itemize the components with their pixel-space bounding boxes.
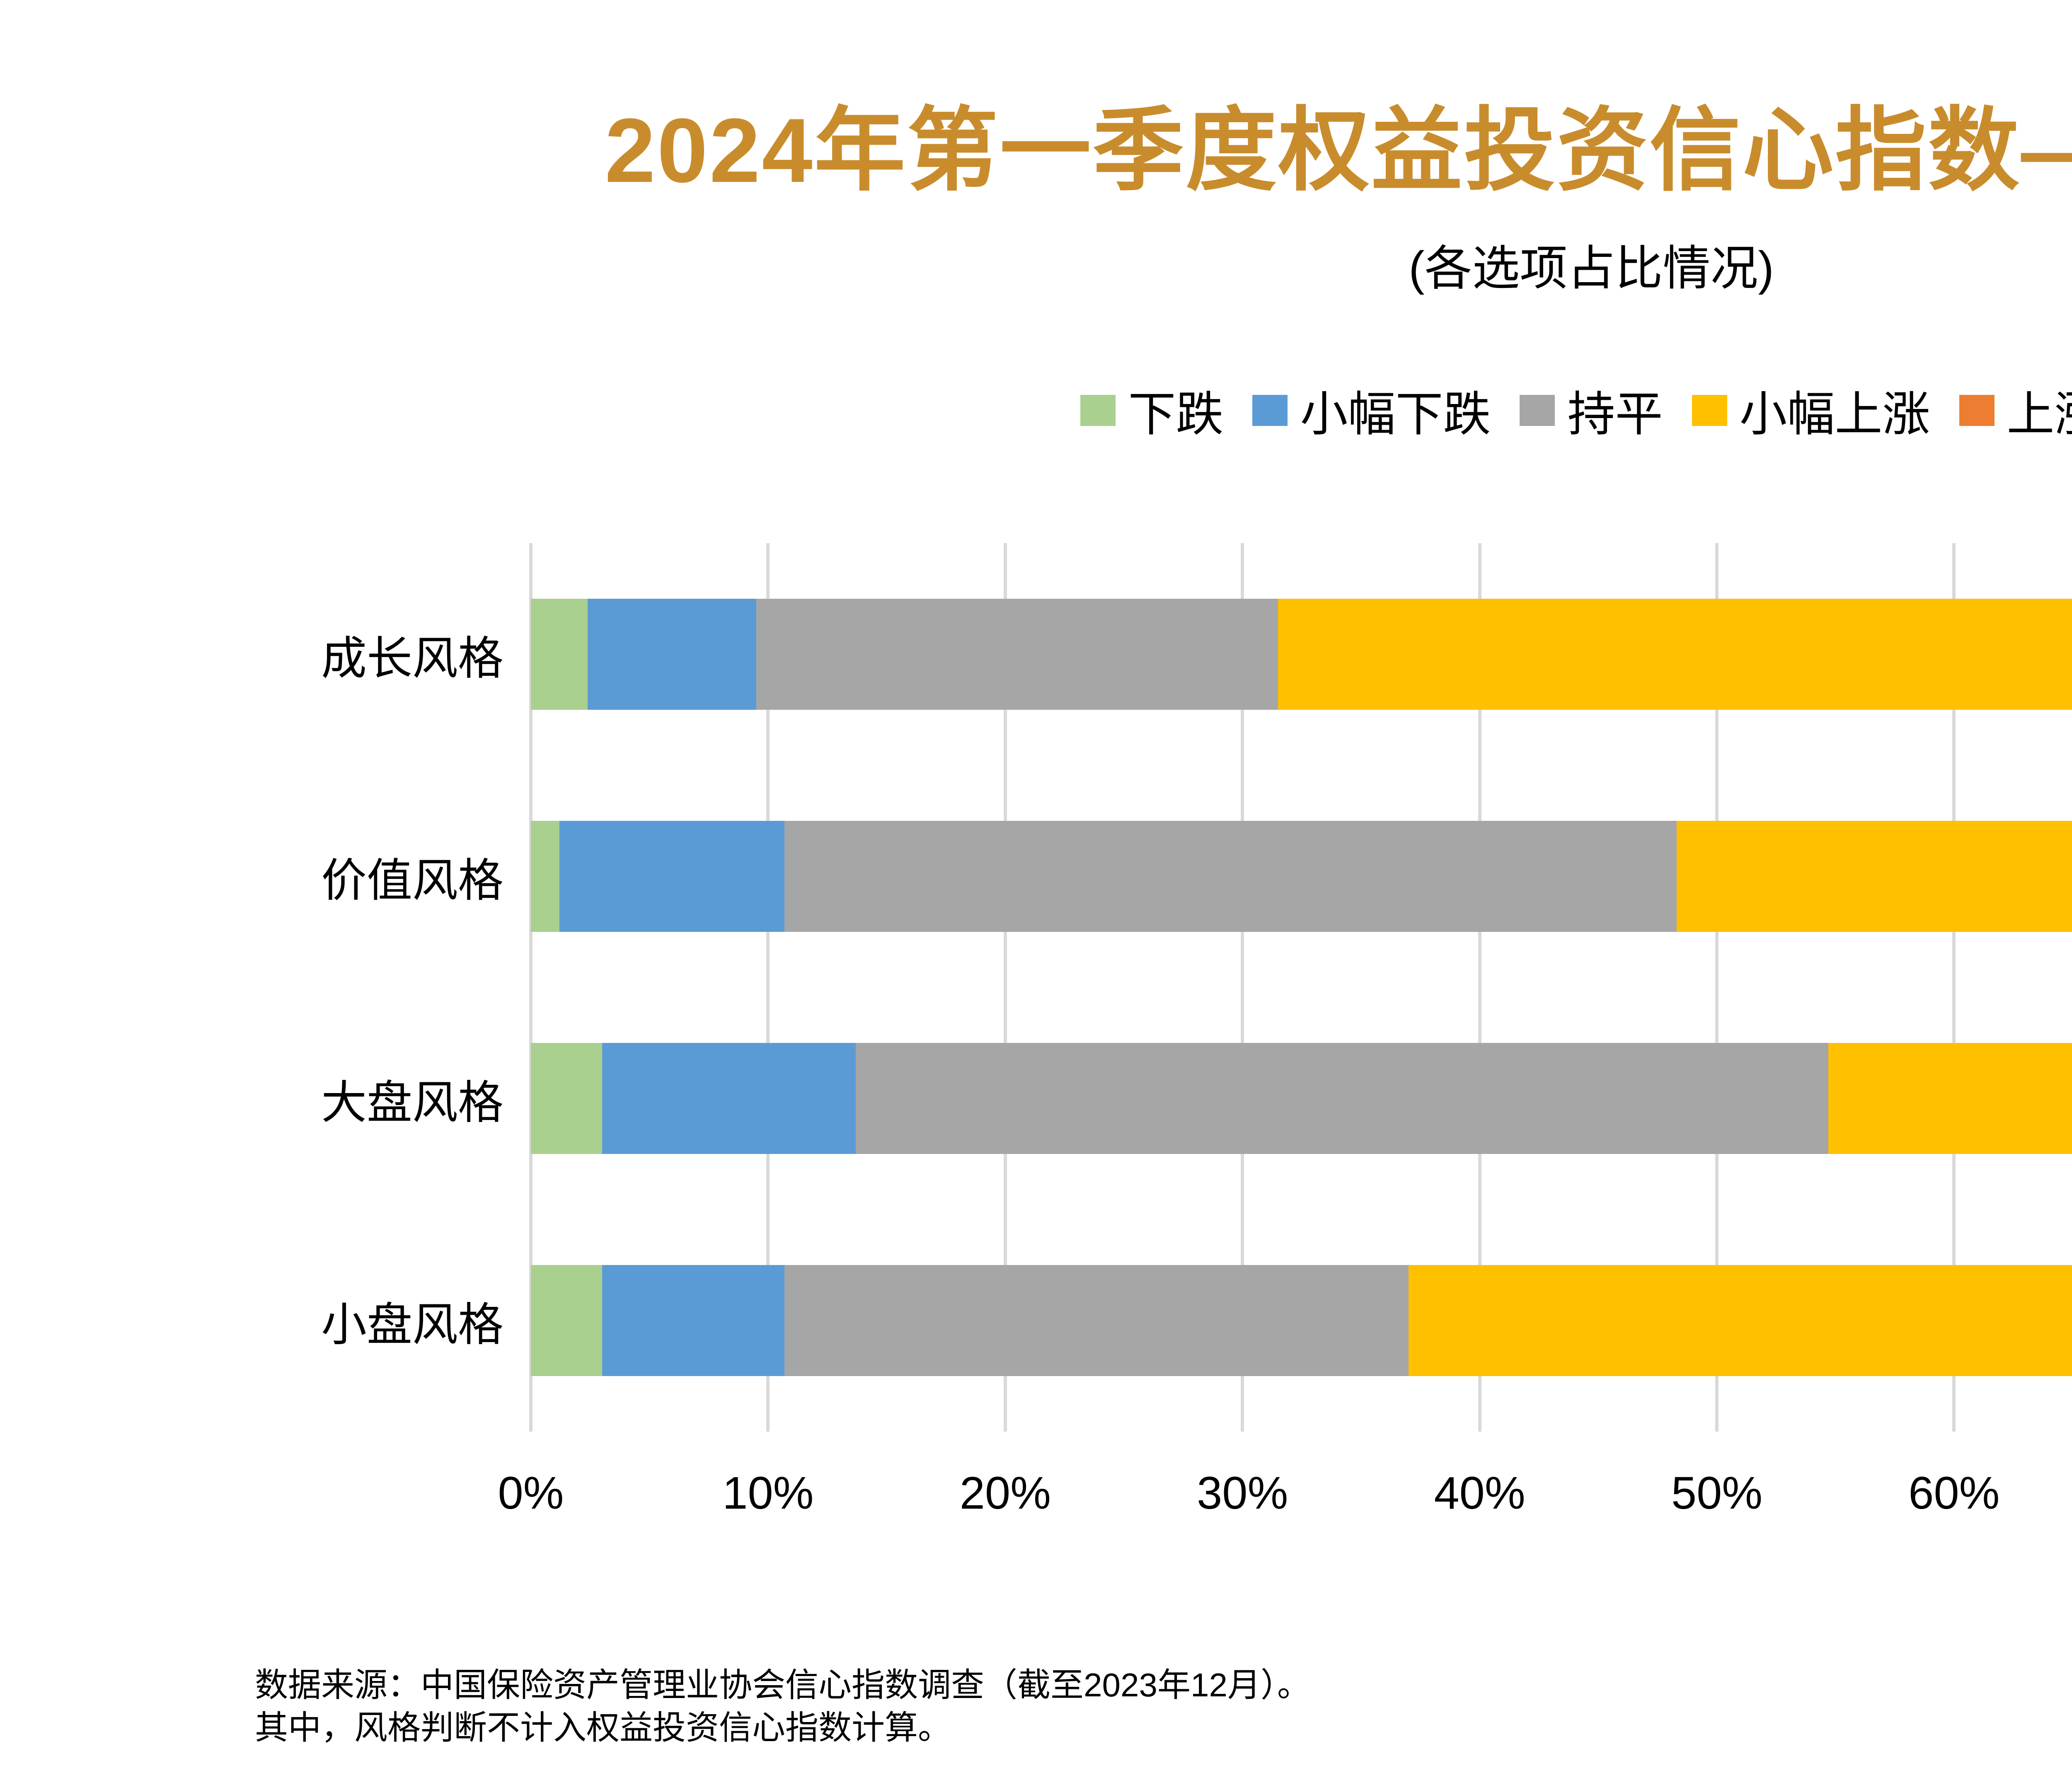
bar-segment-小盘风格-持平 (784, 1265, 1409, 1376)
bar-segment-价值风格-小幅上涨 (1676, 821, 2072, 932)
bar-segment-大盘风格-持平 (856, 1043, 1828, 1154)
legend-label: 持平 (1567, 388, 1663, 441)
legend: 下跌 小幅下跌 持平 小幅上涨 上涨 (0, 377, 2072, 443)
bar-row-成长风格 (531, 599, 2072, 710)
category-labels: 成长风格价值风格大盘风格小盘风格 (0, 543, 503, 1432)
gridline-40% (1478, 543, 1481, 1432)
plot-area (529, 543, 2072, 1432)
bar-segment-价值风格-下跌 (531, 821, 559, 932)
bar-segment-小盘风格-下跌 (531, 1265, 602, 1376)
legend-item-3: 小幅上涨 (1692, 376, 1930, 445)
x-tick-label-0%: 0% (498, 1468, 564, 1519)
legend-item-1: 小幅下跌 (1252, 376, 1491, 445)
chart-subtitle: (各选项占比情况) (1409, 242, 1774, 295)
bar-segment-大盘风格-下跌 (531, 1043, 602, 1154)
bar-segment-成长风格-小幅上涨 (1278, 599, 2072, 710)
legend-item-0: 下跌 (1080, 376, 1223, 445)
x-axis-labels: 0%10%20%30%40%50%60%70%80%90%100% (0, 1467, 2072, 1533)
category-label-价值风格: 价值风格 (321, 855, 503, 906)
x-tick-label-10%: 10% (722, 1468, 814, 1519)
bar-segment-价值风格-持平 (784, 821, 1677, 932)
bar-segment-成长风格-下跌 (531, 599, 588, 710)
legend-swatch-icon (1692, 394, 1727, 426)
bar-segment-小盘风格-小幅上涨 (1408, 1265, 2072, 1376)
category-label-大盘风格: 大盘风格 (321, 1077, 503, 1128)
gridline-60% (1952, 543, 1956, 1432)
legend-swatch-icon (1080, 394, 1116, 426)
bar-row-大盘风格 (531, 1043, 2072, 1154)
bar-segment-成长风格-小幅下跌 (588, 599, 756, 710)
x-tick-label-60%: 60% (1908, 1468, 2000, 1519)
footnote-line-2: 其中，风格判断不计入权益投资信心指数计算。 (255, 1709, 951, 1746)
bar-segment-小盘风格-小幅下跌 (602, 1265, 785, 1376)
gridline-20% (1003, 543, 1007, 1432)
legend-swatch-icon (1252, 394, 1288, 426)
gridline-10% (766, 543, 770, 1432)
chart-title: 2024年第一季度权益投资信心指数——风格判断 (605, 99, 2072, 201)
bar-segment-成长风格-持平 (756, 599, 1278, 710)
bar-segment-大盘风格-小幅下跌 (602, 1043, 856, 1154)
gridline-30% (1241, 543, 1244, 1432)
legend-item-2: 持平 (1520, 376, 1663, 445)
x-tick-label-40%: 40% (1434, 1468, 1525, 1519)
legend-label: 小幅上涨 (1739, 388, 1930, 441)
legend-swatch-icon (1959, 394, 1995, 426)
x-tick-label-30%: 30% (1197, 1468, 1288, 1519)
bar-segment-大盘风格-小幅上涨 (1828, 1043, 2072, 1154)
footnote-line-1: 数据来源：中国保险资产管理业协会信心指数调查（截至2023年12月）。 (255, 1667, 1310, 1703)
x-tick-label-50%: 50% (1671, 1468, 1763, 1519)
category-label-成长风格: 成长风格 (321, 633, 503, 684)
gridline-50% (1715, 543, 1719, 1432)
legend-label: 小幅下跌 (1300, 388, 1491, 441)
bar-row-价值风格 (531, 821, 2072, 932)
legend-swatch-icon (1520, 394, 1555, 426)
x-tick-label-20%: 20% (959, 1468, 1051, 1519)
category-label-小盘风格: 小盘风格 (321, 1299, 503, 1350)
bar-row-小盘风格 (531, 1265, 2072, 1376)
legend-label: 上涨 (2007, 388, 2072, 441)
legend-item-4: 上涨 (1959, 376, 2072, 445)
bar-segment-价值风格-小幅下跌 (559, 821, 785, 932)
footnote: 数据来源：中国保险资产管理业协会信心指数调查（截至2023年12月）。 其中，风… (255, 1664, 1310, 1749)
gridline-0% (529, 543, 533, 1432)
legend-label: 下跌 (1128, 388, 1224, 441)
